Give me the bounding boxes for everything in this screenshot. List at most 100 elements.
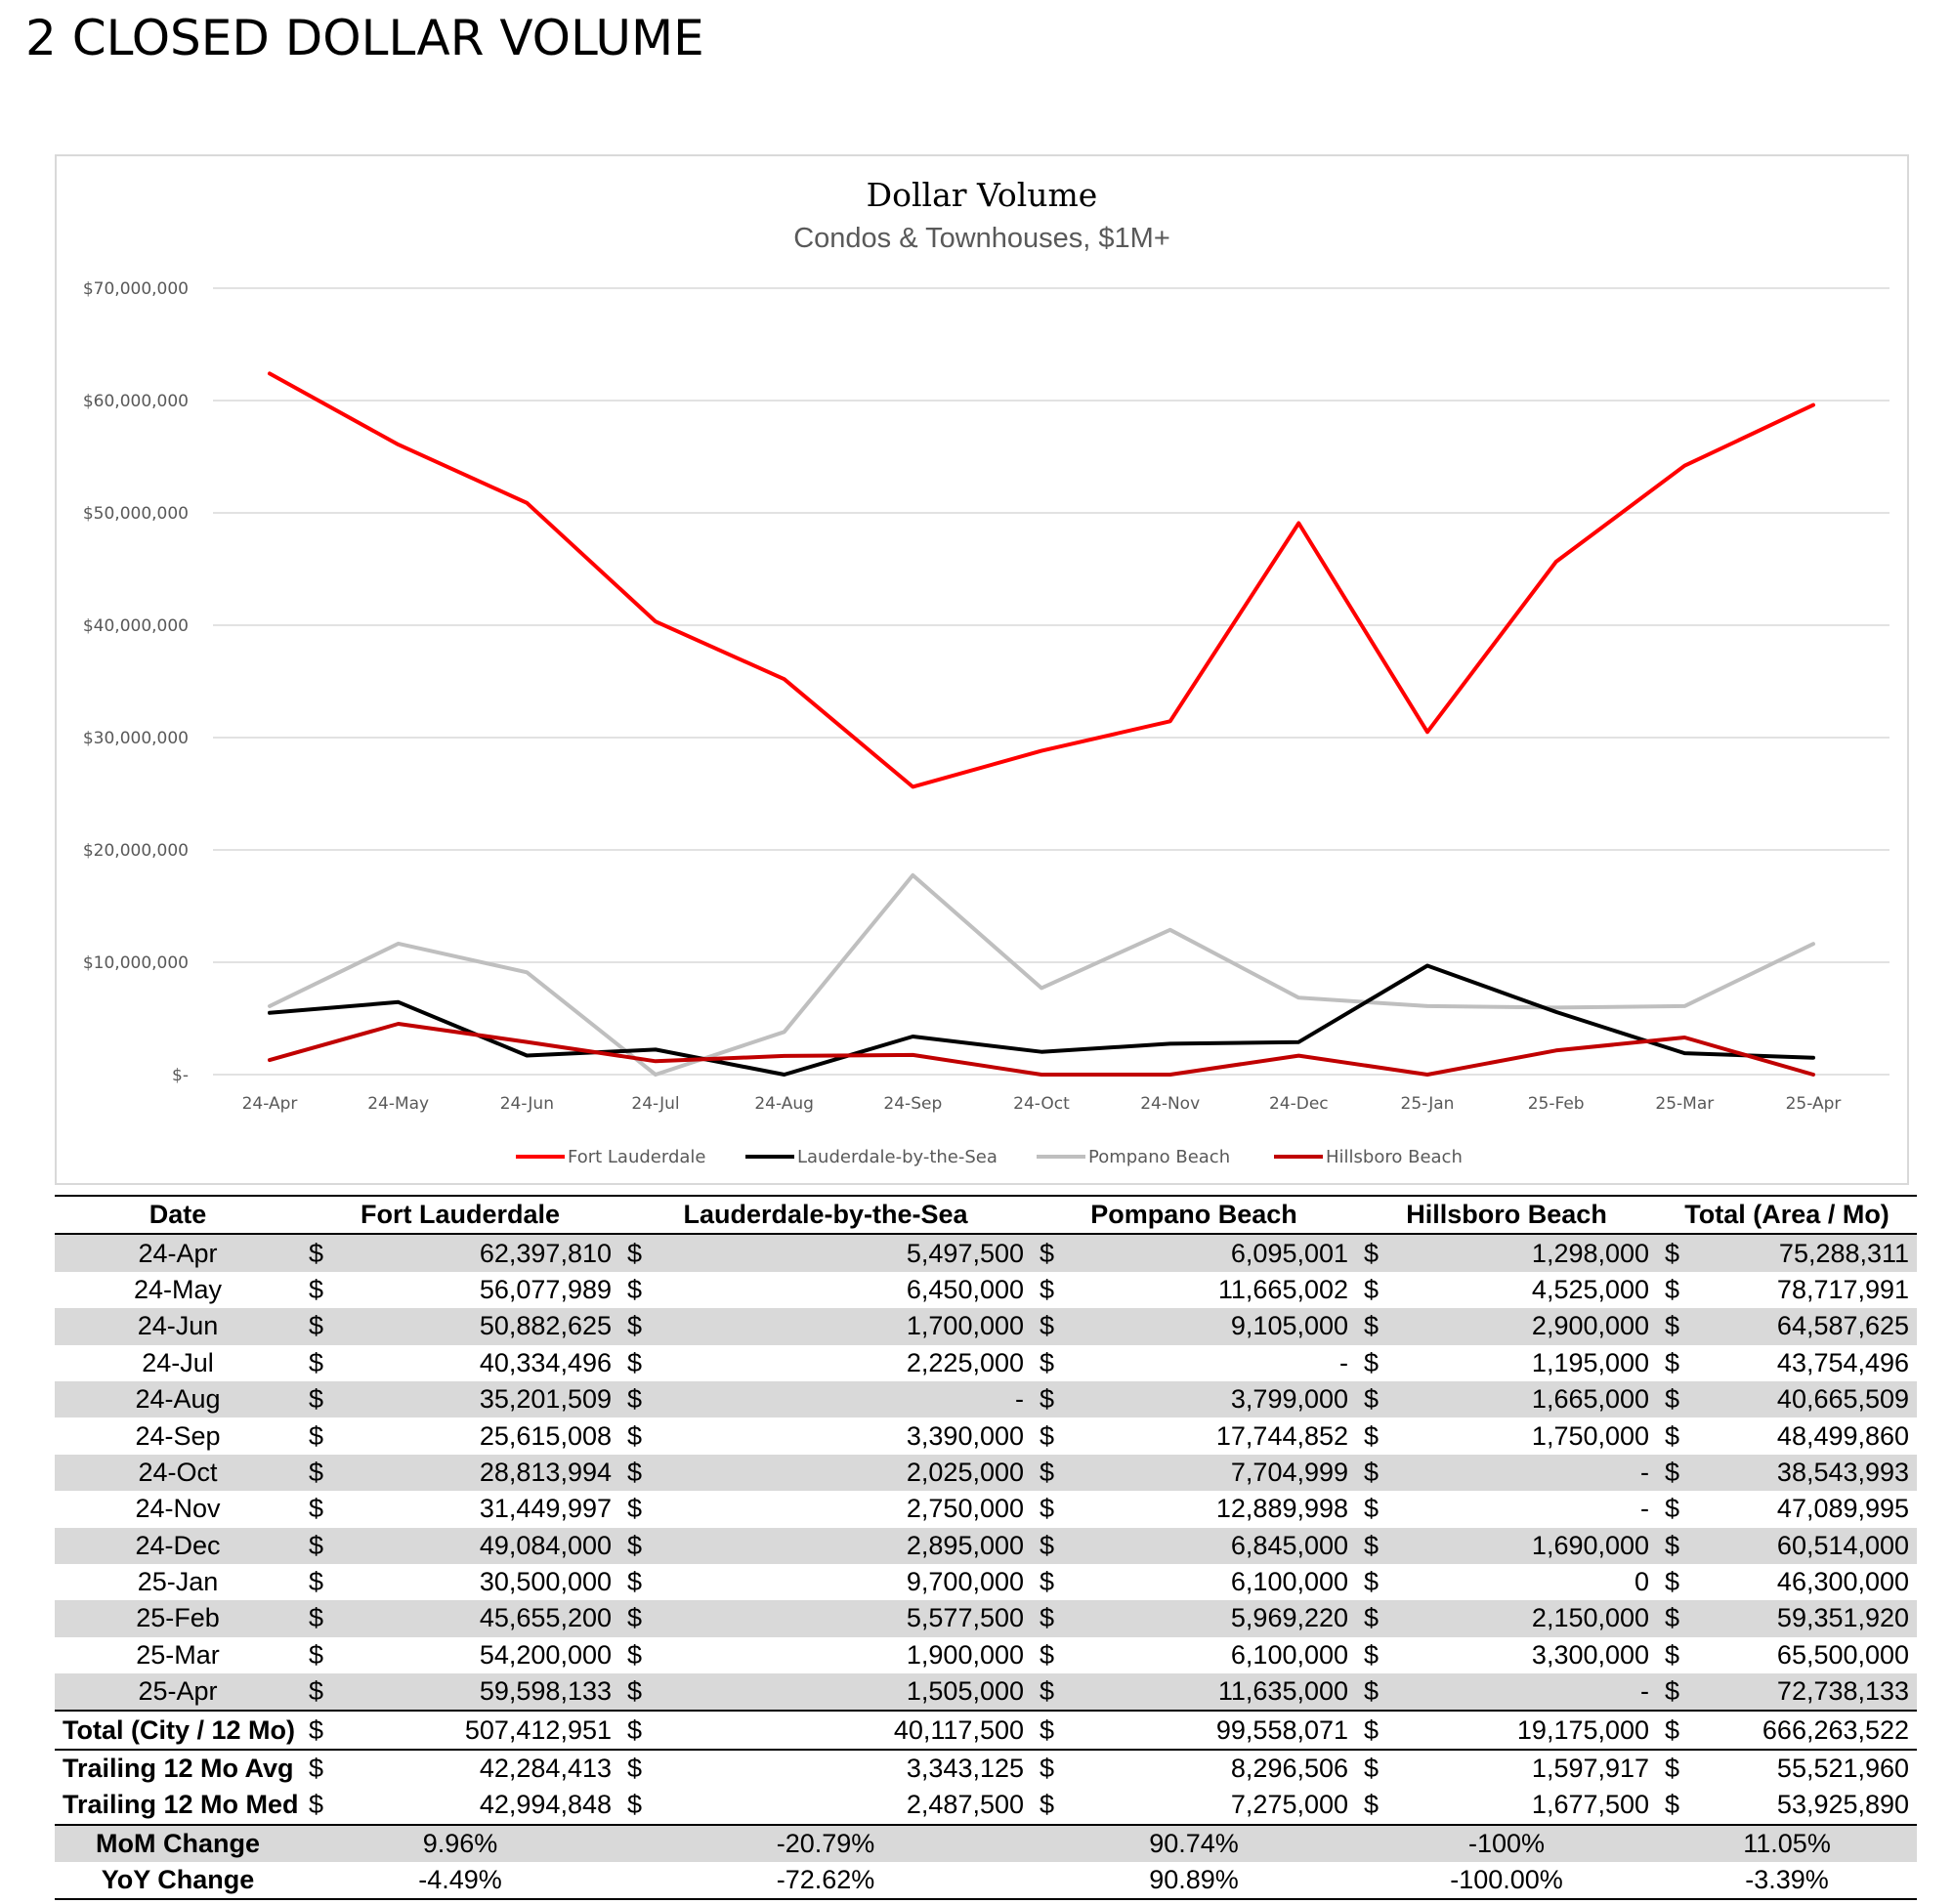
- currency-symbol: $: [309, 1420, 324, 1451]
- value-cell: 56,077,989: [479, 1274, 612, 1304]
- table-row: 25-Mar $54,200,000 $1,900,000 $6,100,000 $3,…: [55, 1637, 1917, 1673]
- summary-value-cell: 7,275,000: [1230, 1790, 1349, 1820]
- change-value-cell: 90.74%: [1032, 1823, 1357, 1863]
- table-row: 24-May $56,077,989 $6,450,000 $11,665,002 $4…: [55, 1272, 1917, 1308]
- currency-symbol: $: [1657, 1234, 1703, 1272]
- change-row: YoY Change -4.49% -72.62% 90.89% -100.00% -3.…: [55, 1862, 1918, 1901]
- value-cell: 38,543,993: [1702, 1454, 1918, 1492]
- currency-symbol: $: [619, 1454, 664, 1492]
- summary-value-cell: 42,994,848: [479, 1790, 612, 1820]
- value-cell: 9,105,000: [1077, 1308, 1357, 1345]
- currency-symbol: $: [1356, 1600, 1402, 1637]
- currency-symbol: $: [1364, 1420, 1380, 1451]
- date-cell: 24-Aug: [55, 1380, 301, 1418]
- value-cell: 6,100,000: [1230, 1567, 1349, 1597]
- date-cell: 24-May: [133, 1274, 223, 1304]
- value-cell: 3,390,000: [906, 1420, 1025, 1451]
- date-cell: 24-Dec: [55, 1527, 301, 1564]
- currency-symbol: $: [1356, 1308, 1402, 1345]
- chart-container: Dollar Volume Condos & Townhouses, $1M+ …: [55, 154, 1909, 1185]
- summary-value-cell: 666,263,522: [1702, 1710, 1918, 1751]
- currency-symbol: $: [1032, 1673, 1078, 1712]
- currency-symbol: $: [1657, 1710, 1703, 1751]
- value-cell: -: [1401, 1673, 1658, 1712]
- value-cell: 1,690,000: [1401, 1527, 1658, 1564]
- table-row: 25-Jan $30,500,000 $9,700,000 $6,100,000 $0 $…: [55, 1564, 1917, 1600]
- currency-symbol: $: [619, 1710, 664, 1751]
- legend-label: Fort Lauderdale: [568, 1147, 706, 1167]
- series-line-hillsboro-beach: [268, 1022, 1815, 1077]
- currency-symbol: $: [1356, 1710, 1402, 1751]
- value-cell: 25,615,008: [479, 1420, 612, 1451]
- value-cell: 5,969,220: [1077, 1600, 1357, 1637]
- currency-symbol: $: [1032, 1380, 1078, 1418]
- x-tick-label: 25-Apr: [1786, 1094, 1842, 1114]
- x-tick-label: 24-Apr: [242, 1094, 298, 1114]
- value-cell: 59,351,920: [1702, 1600, 1918, 1637]
- value-cell: 50,882,625: [346, 1308, 619, 1345]
- value-cell: 6,095,001: [1077, 1234, 1357, 1272]
- currency-symbol: $: [301, 1380, 346, 1418]
- y-tick-label: $30,000,000: [83, 729, 189, 748]
- currency-symbol: $: [1364, 1754, 1380, 1784]
- currency-symbol: $: [1040, 1347, 1055, 1377]
- currency-symbol: $: [1032, 1527, 1078, 1564]
- table-row: 24-Aug $35,201,509 $ - $3,799,000 $1,665,000 $…: [55, 1380, 1918, 1418]
- value-cell: 2,895,000: [664, 1527, 1033, 1564]
- currency-symbol: $: [1356, 1380, 1402, 1418]
- currency-symbol: $: [1040, 1494, 1055, 1524]
- summary-label: Trailing 12 Mo Avg: [63, 1754, 294, 1784]
- value-cell: 72,738,133: [1702, 1673, 1918, 1712]
- currency-symbol: $: [1665, 1494, 1680, 1524]
- currency-symbol: $: [619, 1673, 664, 1712]
- value-cell: 9,700,000: [906, 1567, 1025, 1597]
- change-value-cell: -100.00%: [1356, 1862, 1658, 1901]
- summary-row: Trailing 12 Mo Avg $42,284,413 $3,343,125 $…: [55, 1750, 1917, 1787]
- summary-value-cell: 55,521,960: [1776, 1754, 1910, 1784]
- series-line-lauderdale-by-the-sea: [268, 963, 1815, 1077]
- currency-symbol: $: [1040, 1567, 1055, 1597]
- value-cell: -: [1640, 1494, 1650, 1524]
- change-value-cell: 90.89%: [1032, 1862, 1357, 1901]
- date-cell: 25-Mar: [136, 1639, 220, 1670]
- currency-symbol: $: [1032, 1454, 1078, 1492]
- value-cell: 6,450,000: [906, 1274, 1025, 1304]
- currency-symbol: $: [301, 1710, 346, 1751]
- change-value-cell: -100%: [1356, 1823, 1658, 1863]
- chart-subtitle: Condos & Townhouses, $1M+: [793, 223, 1170, 254]
- currency-symbol: $: [1356, 1673, 1402, 1712]
- value-cell: 30,500,000: [479, 1567, 612, 1597]
- y-tick-label: $60,000,000: [83, 392, 189, 411]
- value-cell: 64,587,625: [1702, 1308, 1918, 1345]
- currency-symbol: $: [309, 1567, 324, 1597]
- currency-symbol: $: [619, 1308, 664, 1345]
- change-value-cell: -72.62%: [619, 1862, 1033, 1901]
- currency-symbol: $: [1665, 1639, 1680, 1670]
- currency-symbol: $: [619, 1234, 664, 1272]
- chart-title: Dollar Volume: [866, 176, 1098, 214]
- value-cell: 2,750,000: [906, 1494, 1025, 1524]
- currency-symbol: $: [309, 1754, 324, 1784]
- change-label: YoY Change: [55, 1862, 301, 1901]
- summary-value-cell: 19,175,000: [1401, 1710, 1658, 1751]
- value-cell: 12,889,998: [1215, 1494, 1349, 1524]
- x-tick-label: 24-Nov: [1140, 1094, 1200, 1114]
- x-tick-label: 25-Feb: [1528, 1094, 1585, 1114]
- currency-symbol: $: [301, 1454, 346, 1492]
- value-cell: 11,665,002: [1217, 1274, 1349, 1304]
- table-row: 24-Jul $40,334,496 $2,225,000 $ - $1,195,000 $…: [55, 1345, 1917, 1381]
- currency-symbol: $: [1665, 1567, 1680, 1597]
- table-row: 24-Nov $31,449,997 $2,750,000 $12,889,998 $ -…: [55, 1491, 1917, 1527]
- value-cell: 4,525,000: [1531, 1274, 1650, 1304]
- legend-label: Hillsboro Beach: [1326, 1147, 1463, 1167]
- currency-symbol: $: [1665, 1347, 1680, 1377]
- summary-label: Trailing 12 Mo Med: [63, 1790, 299, 1820]
- date-cell: 24-Sep: [135, 1420, 221, 1451]
- x-tick-label: 24-Jul: [631, 1094, 679, 1114]
- value-cell: 2,900,000: [1401, 1308, 1658, 1345]
- date-cell: 24-Jul: [142, 1347, 214, 1377]
- currency-symbol: $: [1364, 1347, 1380, 1377]
- line-chart: $- $10,000,000 $20,000,000 $30,000,000 $40,0…: [83, 279, 1889, 1167]
- value-cell: 46,300,000: [1776, 1567, 1910, 1597]
- header-date: Date: [55, 1194, 301, 1236]
